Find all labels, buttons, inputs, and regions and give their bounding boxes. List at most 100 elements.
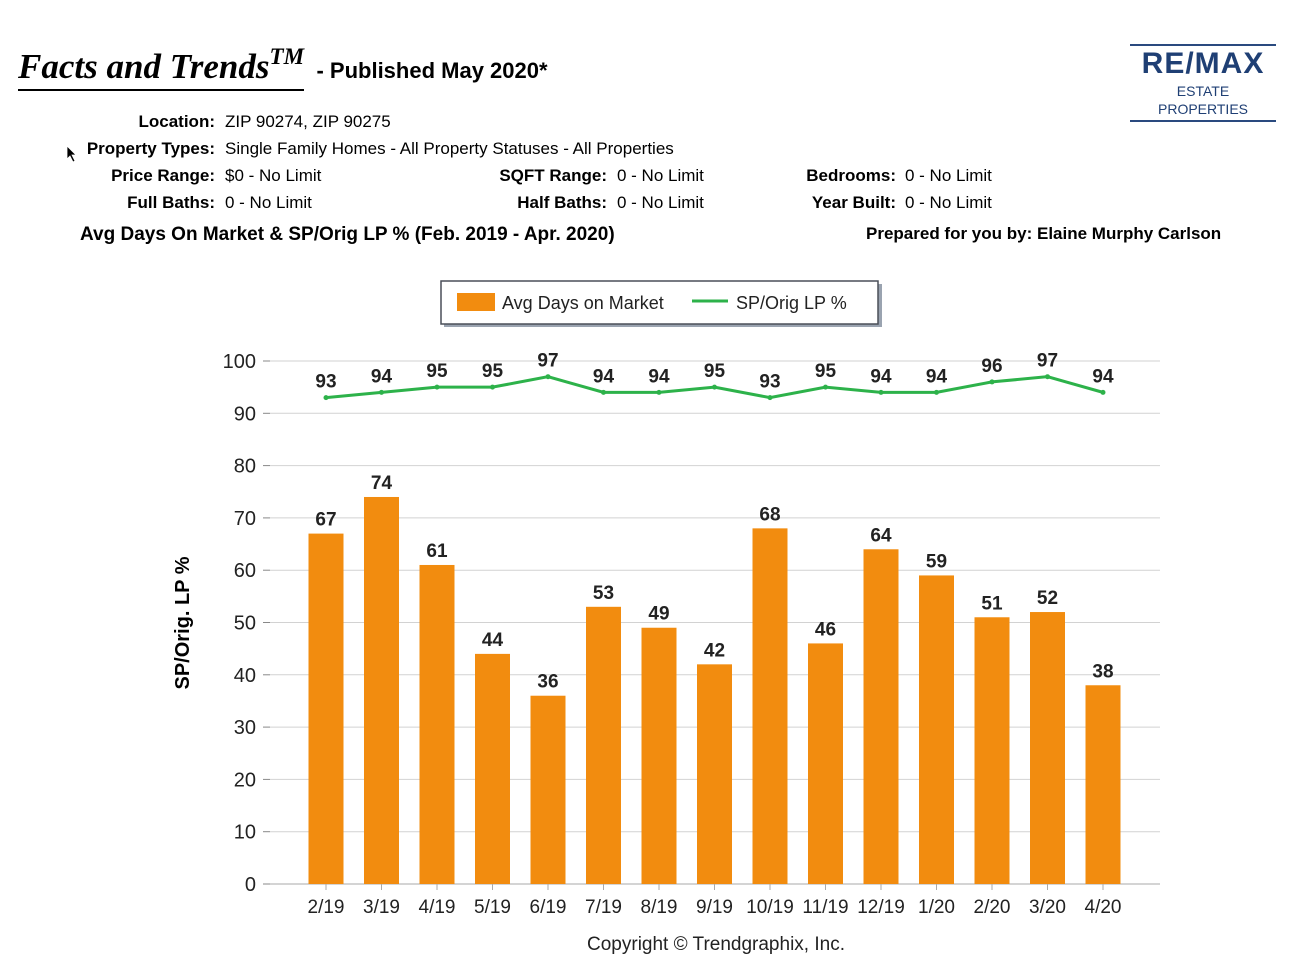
bar-value-label: 52 — [1037, 588, 1058, 609]
logo-main-text: RE/MAX — [1141, 47, 1265, 80]
x-tick-label: 4/20 — [1085, 897, 1122, 918]
year-built-value: 0 - No Limit — [905, 193, 992, 212]
year-built-label: Year Built: — [811, 193, 896, 212]
line-point — [545, 374, 551, 380]
bar — [475, 653, 510, 884]
bar-value-label: 42 — [704, 640, 725, 661]
line-point — [434, 384, 440, 390]
price-range-label: Price Range: — [111, 166, 215, 185]
copyright: Copyright © Trendgraphix, Inc. — [587, 934, 845, 955]
legend: Avg Days on Market SP/Orig LP % — [440, 280, 882, 327]
logo-sub-text: ESTATE PROPERTIES — [1158, 83, 1248, 117]
y-tick-label: 20 — [234, 769, 256, 791]
bar-value-label: 44 — [482, 630, 504, 651]
line-value-label: 94 — [593, 366, 615, 387]
half-baths-value: 0 - No Limit — [617, 193, 704, 212]
x-tick-label: 2/19 — [308, 897, 345, 918]
price-range-value: $0 - No Limit — [225, 166, 322, 185]
bar — [530, 695, 566, 884]
half-baths-label: Half Baths: — [517, 193, 607, 212]
line-value-label: 95 — [704, 361, 726, 382]
bar — [1085, 685, 1121, 884]
bar-value-label: 74 — [371, 473, 393, 494]
line-point — [379, 389, 384, 395]
prepared-by: Prepared for you by: Elaine Murphy Carls… — [866, 224, 1222, 243]
bar-value-label: 38 — [1092, 661, 1113, 682]
x-tick-label: 9/19 — [696, 897, 733, 918]
x-tick-label: 8/19 — [641, 897, 678, 918]
bar — [419, 564, 455, 884]
report-title: Facts and TrendsTM - Published May 2020* — [18, 44, 548, 91]
bar-value-label: 51 — [981, 593, 1003, 614]
bar — [752, 528, 788, 884]
x-tick-label: 5/19 — [474, 897, 511, 918]
line-value-label: 94 — [1092, 366, 1114, 387]
bar-value-label: 36 — [537, 672, 558, 693]
bar-value-label: 46 — [815, 619, 836, 640]
bar — [808, 643, 843, 884]
legend-line-label: SP/Orig LP % — [736, 293, 847, 313]
line-value-labels: 93 94 95 95 97 94 94 95 93 95 94 94 96 97 94 — [315, 351, 1114, 393]
bar-value-label: 61 — [426, 541, 448, 562]
bedrooms-value: 0 - No Limit — [905, 166, 992, 185]
remax-logo: RE/MAX ESTATE PROPERTIES — [1130, 44, 1276, 122]
line-point — [712, 384, 717, 390]
x-axis-ticks: 2/19 3/19 4/19 5/19 6/19 7/19 8/19 9/19 10/19 11/… — [308, 884, 1122, 918]
legend-box — [440, 280, 879, 325]
chart-subtitle: Avg Days On Market & SP/Orig LP % (Feb. … — [80, 224, 615, 245]
published-date: - Published May 2020* — [316, 58, 548, 83]
mouse-cursor-icon — [66, 145, 77, 163]
line-point — [490, 384, 495, 390]
x-tick-label: 7/19 — [585, 897, 622, 918]
y-axis-ticks: 0 10 20 30 40 50 60 70 80 90 100 — [223, 351, 270, 896]
line-value-label: 94 — [926, 366, 948, 387]
bar-value-label: 67 — [315, 510, 336, 531]
line-point — [656, 389, 662, 395]
bar — [586, 606, 621, 884]
y-axis-label: SP/Orig. LP % — [172, 556, 194, 689]
bar-value-label: 68 — [759, 504, 780, 525]
line-value-label: 94 — [870, 366, 892, 387]
bar — [697, 664, 732, 884]
bar — [863, 549, 899, 884]
legend-bar-label: Avg Days on Market — [502, 293, 664, 313]
bar — [308, 533, 344, 884]
bar-value-labels: 67 74 61 44 36 53 49 42 68 46 64 59 51 52 38 — [315, 473, 1113, 693]
bars — [308, 496, 1121, 884]
line-point — [823, 384, 828, 390]
line-point — [1045, 374, 1050, 380]
line-series — [323, 374, 1106, 401]
x-tick-label: 6/19 — [530, 897, 567, 918]
bar-value-label: 53 — [593, 583, 614, 604]
line-value-label: 93 — [759, 372, 780, 393]
y-tick-label: 80 — [234, 456, 256, 478]
line-point — [989, 379, 995, 385]
location-value: ZIP 90274, ZIP 90275 — [225, 112, 391, 131]
x-tick-label: 12/19 — [857, 897, 905, 918]
y-tick-label: 10 — [234, 822, 256, 844]
bar — [974, 617, 1010, 884]
bar — [1030, 612, 1065, 884]
bar — [364, 496, 399, 884]
line-value-label: 95 — [426, 361, 448, 382]
y-tick-label: 90 — [234, 403, 256, 425]
line-point — [934, 389, 939, 395]
x-tick-label: 11/19 — [802, 897, 848, 918]
x-tick-label: 10/19 — [746, 897, 794, 918]
y-tick-label: 40 — [234, 665, 256, 687]
x-tick-label: 3/19 — [363, 897, 400, 918]
line-point — [878, 389, 884, 395]
y-tick-label: 60 — [234, 560, 256, 582]
y-tick-label: 50 — [234, 613, 256, 635]
line-value-label: 96 — [981, 356, 1002, 377]
bar-value-label: 64 — [870, 525, 892, 546]
line-point — [767, 395, 773, 401]
bedrooms-label: Bedrooms: — [806, 166, 896, 185]
line-value-label: 95 — [815, 361, 837, 382]
line-value-label: 97 — [537, 351, 558, 372]
x-tick-label: 3/20 — [1029, 897, 1066, 918]
title-text: Facts and TrendsTM — [18, 44, 305, 91]
x-tick-label: 4/19 — [419, 897, 456, 918]
y-tick-label: 30 — [234, 717, 256, 739]
trademark: TM — [269, 44, 305, 69]
